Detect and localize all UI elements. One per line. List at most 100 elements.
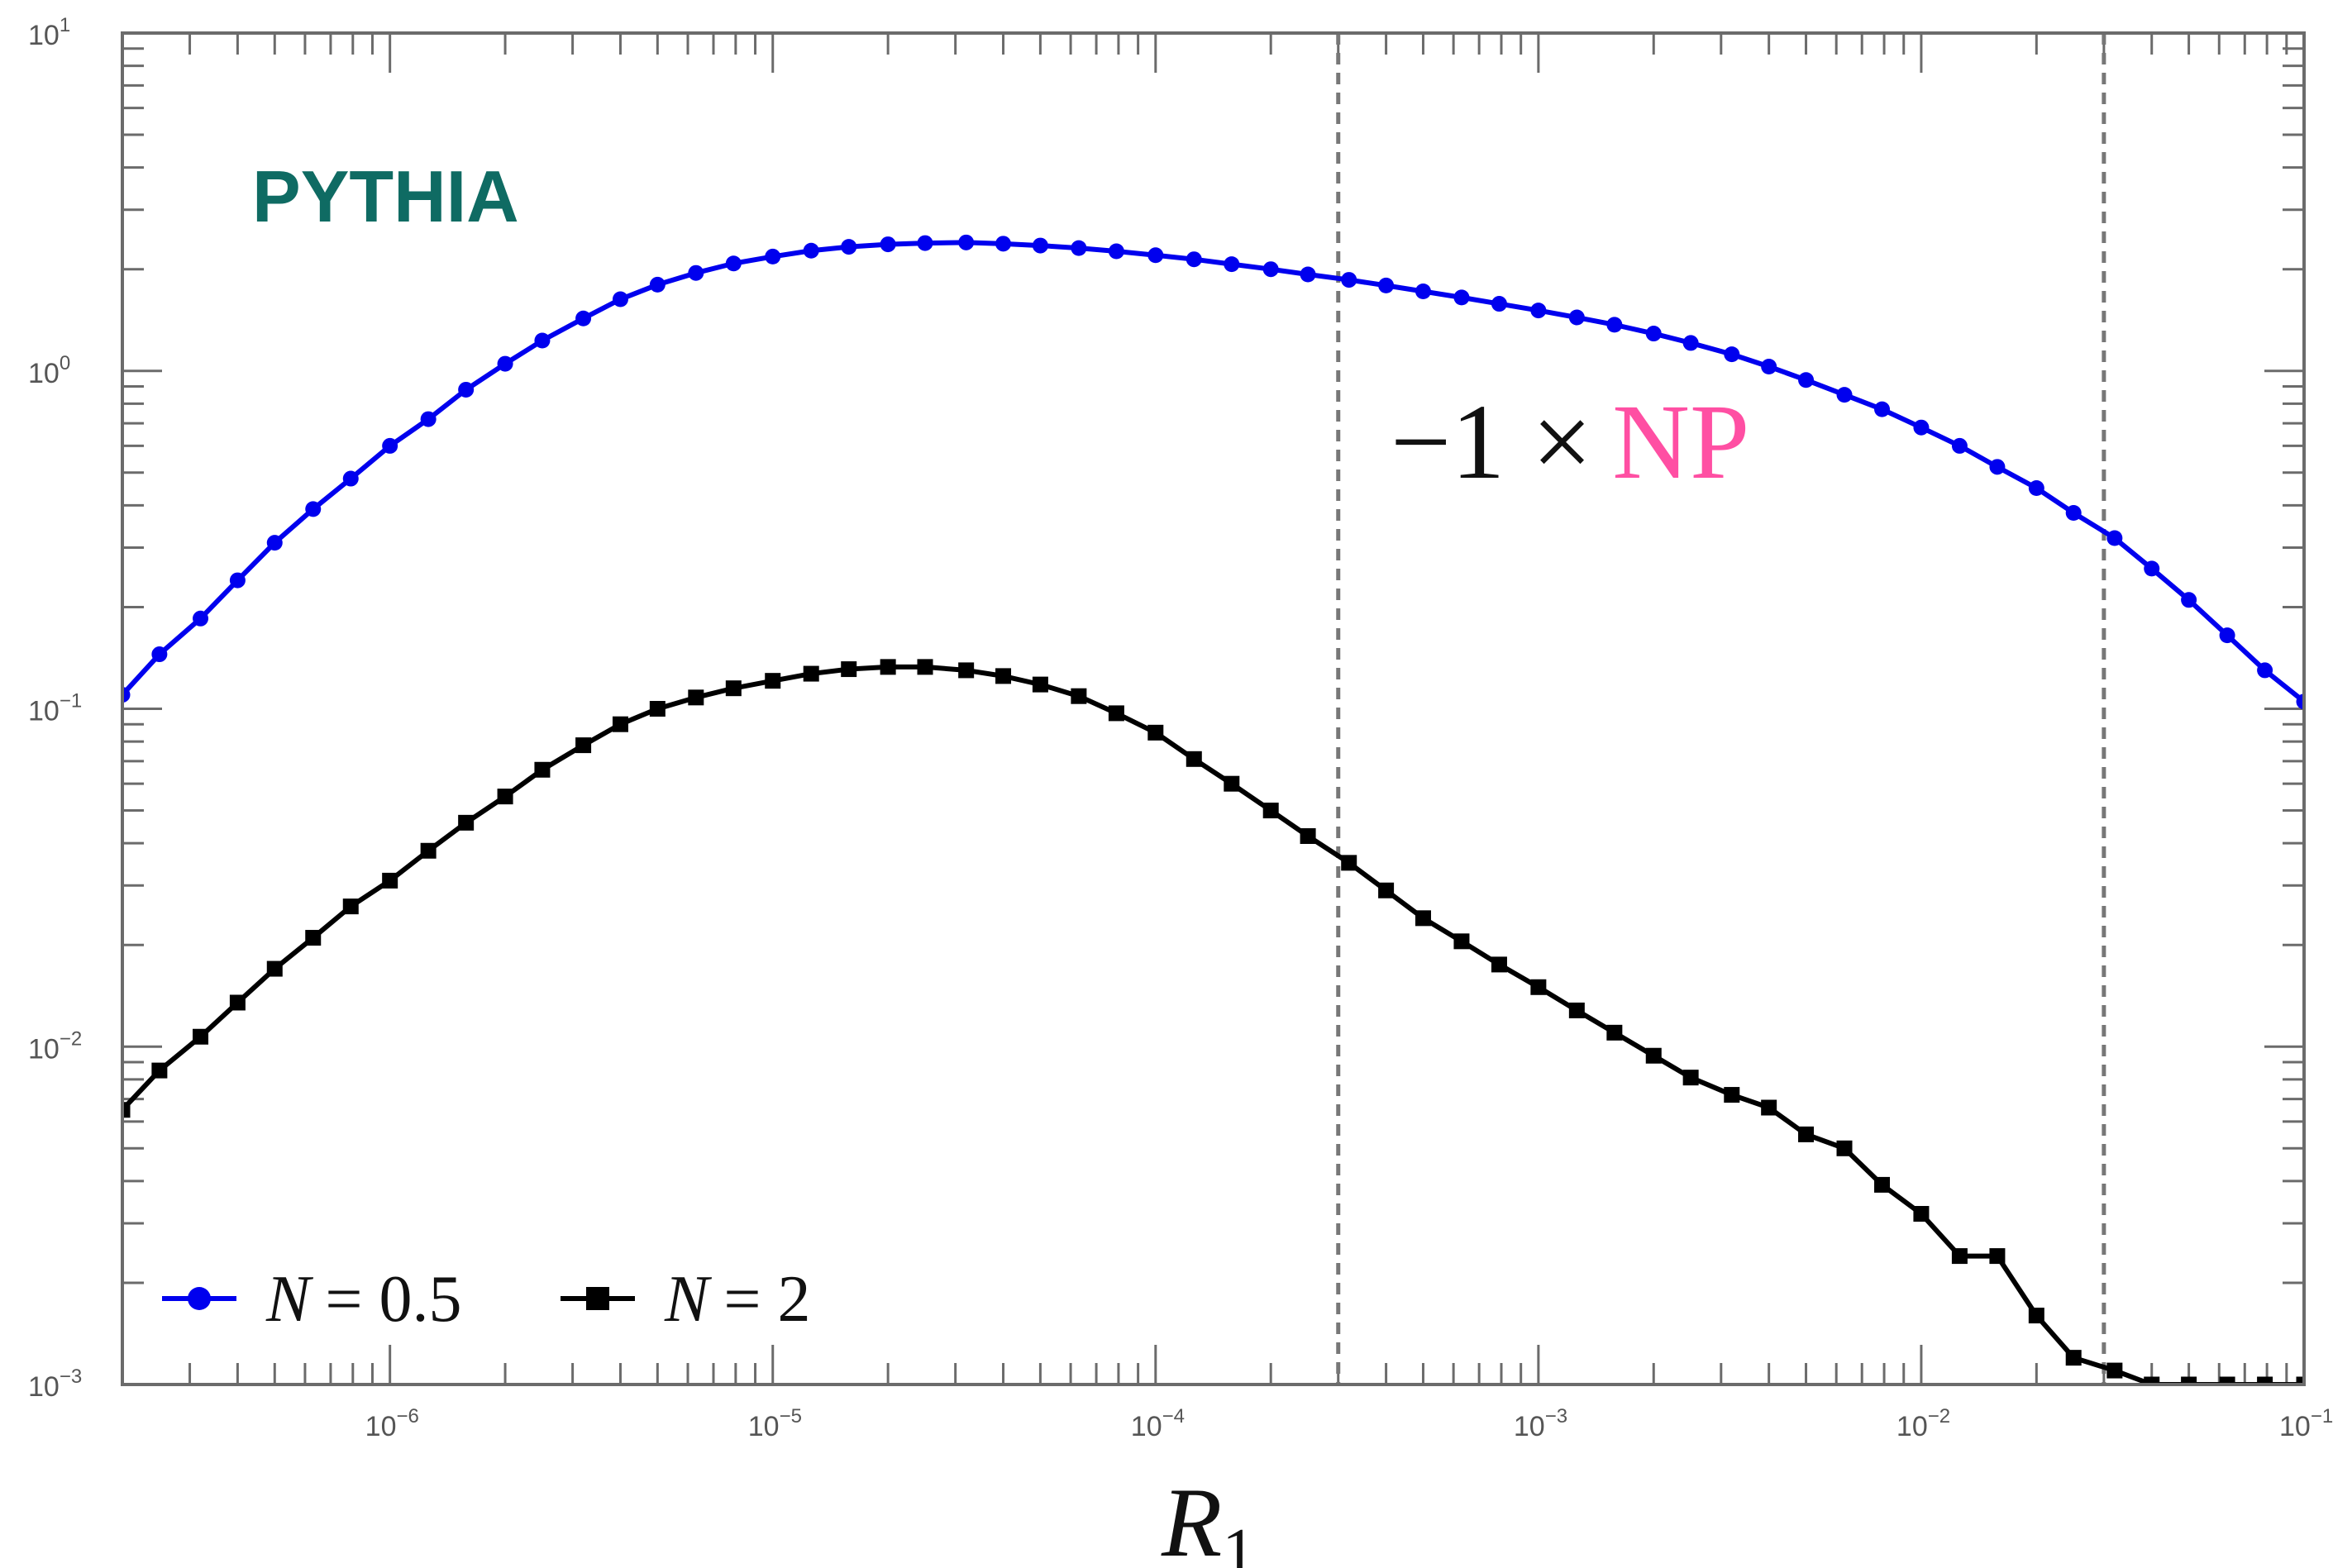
data-point: [725, 680, 742, 697]
data-point: [1798, 372, 1815, 388]
data-point: [1415, 910, 1431, 927]
data-point: [342, 898, 359, 915]
x-tick-label: 10−5: [748, 1405, 802, 1442]
y-tick-label: 100: [28, 352, 70, 389]
data-point: [1032, 676, 1048, 693]
data-point: [880, 659, 896, 675]
data-point: [229, 572, 246, 589]
data-point: [1147, 247, 1164, 264]
data-point: [193, 1028, 209, 1045]
data-point: [266, 960, 283, 977]
data-point: [420, 411, 437, 427]
data-point: [1147, 724, 1164, 741]
data-point: [1224, 256, 1240, 273]
y-tick-label-exp: −3: [60, 1365, 82, 1388]
x-tick-label: 10−2: [1896, 1405, 1950, 1442]
data-point: [1453, 289, 1470, 306]
data-point: [1798, 1126, 1815, 1142]
x-tick-label-exp: −4: [1162, 1405, 1185, 1427]
data-point: [1836, 387, 1853, 403]
data-point: [2065, 505, 2082, 522]
series-2: [122, 659, 2304, 1385]
data-point: [803, 665, 819, 682]
data-point: [420, 842, 437, 859]
data-point: [1032, 237, 1048, 254]
data-point: [612, 291, 628, 307]
data-point: [122, 687, 131, 703]
data-point: [193, 610, 209, 627]
axes-layer: [121, 31, 2306, 1386]
data-point: [1530, 979, 1547, 995]
data-point: [880, 236, 896, 253]
data-point: [1530, 303, 1547, 319]
data-point: [2219, 1376, 2235, 1385]
data-point: [2065, 1350, 2082, 1366]
data-point: [2028, 479, 2044, 496]
data-point: [803, 242, 819, 259]
data-point: [458, 814, 475, 831]
data-point: [1874, 401, 1891, 417]
data-point: [1300, 827, 1316, 844]
x-axis-label-main: R: [1161, 1467, 1222, 1568]
data-point: [2106, 1362, 2123, 1379]
x-axis-label: R1: [1161, 1467, 1255, 1568]
data-point: [1874, 1176, 1891, 1193]
x-tick-label: 10−3: [1514, 1405, 1567, 1442]
x-tick-label-base: 10: [1131, 1411, 1162, 1442]
data-point: [497, 789, 513, 805]
data-point: [1913, 1206, 1930, 1222]
data-point: [1606, 317, 1623, 333]
data-point: [1724, 346, 1740, 363]
data-point: [2181, 1376, 2197, 1385]
y-tick-label-base: 10: [28, 1371, 60, 1403]
tick-labels: 10−6 10−5 10−4 10−3 10−2 10−110−310−210−11001…: [28, 14, 2333, 1442]
x-tick-label-exp: −5: [780, 1405, 802, 1427]
data-point: [1186, 751, 1202, 767]
data-point: [649, 276, 666, 293]
reference-lines: [1336, 33, 2106, 1385]
data-point: [1645, 326, 1662, 342]
data-point: [917, 659, 933, 675]
data-point: [841, 661, 857, 678]
data-point: [534, 761, 551, 778]
series-line: [122, 240, 2304, 704]
data-point: [1568, 1002, 1585, 1018]
data-point: [1341, 272, 1357, 288]
data-point: [2106, 530, 2123, 546]
data-point: [575, 737, 592, 754]
data-point: [995, 668, 1012, 684]
np-annotation-prefix: −1 ×: [1391, 383, 1592, 502]
x-tick-label-exp: −6: [396, 1405, 418, 1427]
data-point: [1378, 277, 1395, 293]
data-point: [151, 646, 168, 663]
x-tick-label-base: 10: [2279, 1411, 2311, 1442]
series-1: [122, 234, 2304, 710]
data-point: [229, 994, 246, 1011]
data-point: [305, 930, 322, 946]
data-point: [1951, 1248, 1968, 1265]
data-point: [1108, 243, 1124, 260]
y-tick-label-base: 10: [28, 20, 60, 51]
data-point: [612, 716, 628, 732]
y-tick-label-exp: 0: [60, 352, 70, 374]
y-tick-label-exp: 1: [60, 14, 70, 36]
legend-marker: [586, 1287, 609, 1310]
data-point: [1378, 882, 1395, 898]
np-annotation-np: NP: [1612, 383, 1749, 502]
data-point: [958, 234, 975, 250]
data-point: [1989, 459, 2006, 475]
plot-border: [121, 31, 2306, 1386]
data-point: [1108, 705, 1124, 722]
x-tick-label: 10−4: [1131, 1405, 1185, 1442]
data-point: [575, 310, 592, 326]
data-point: [995, 236, 1012, 252]
y-tick-label: 10−2: [28, 1027, 82, 1065]
data-point: [1453, 933, 1470, 950]
data-point: [2296, 1376, 2304, 1385]
data-point: [2257, 1376, 2273, 1385]
legend-label-rest: = 2: [723, 1263, 810, 1336]
data-point: [2181, 592, 2197, 608]
y-tick-label: 101: [28, 14, 70, 51]
data-point: [1491, 956, 1507, 973]
legend-marker: [188, 1287, 211, 1310]
